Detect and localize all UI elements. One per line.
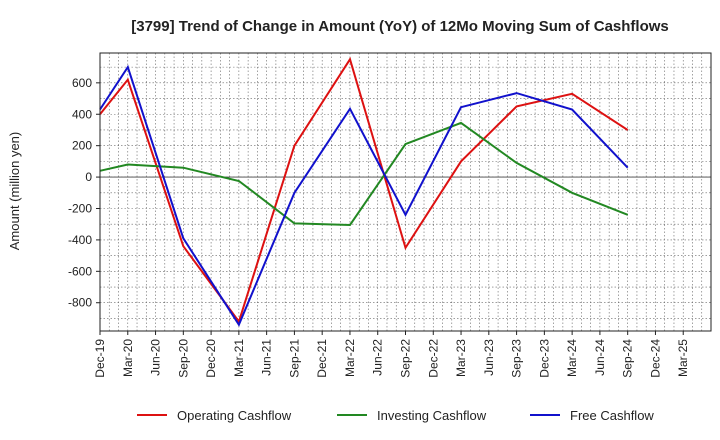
grid-layer	[99, 53, 712, 331]
x-tick-label: Jun-22	[371, 339, 385, 376]
y-tick-label: -400	[68, 233, 92, 247]
x-tick-label: Dec-20	[204, 339, 218, 378]
y-tick-label: -200	[68, 201, 92, 215]
x-tick-labels: Dec-19 Mar-20 Jun-20 Sep-20 Dec-20 Mar-21 Jun-…	[93, 331, 690, 378]
x-tick-label: Dec-23	[537, 339, 551, 378]
legend-label-operating-cashflow: Operating Cashflow	[177, 408, 292, 423]
legend-label-free-cashflow: Free Cashflow	[570, 408, 654, 423]
x-tick-label: Sep-24	[621, 339, 635, 378]
x-tick-label: Sep-21	[287, 339, 301, 378]
x-tick-label: Mar-24	[565, 339, 579, 377]
series-line-operating-cashflow	[99, 56, 629, 324]
plot-frame	[99, 52, 712, 332]
y-tick-label: -800	[68, 296, 92, 310]
x-tick-label: Mar-25	[676, 339, 690, 377]
series-layer	[99, 56, 629, 327]
x-tick-label: Mar-20	[121, 339, 135, 377]
y-tick-label: 600	[72, 76, 92, 90]
series-line-free-cashflow	[99, 64, 629, 327]
x-tick-label: Jun-23	[482, 339, 496, 376]
x-tick-label: Dec-24	[648, 339, 662, 378]
x-tick-label: Sep-20	[176, 339, 190, 378]
x-tick-label: Sep-22	[399, 339, 413, 378]
x-tick-label: Dec-21	[315, 339, 329, 378]
x-tick-label: Mar-23	[454, 339, 468, 377]
chart-title: [3799] Trend of Change in Amount (YoY) o…	[131, 18, 669, 35]
x-tick-label: Dec-22	[426, 339, 440, 378]
y-tick-label: 0	[85, 170, 92, 184]
y-tick-label: -600	[68, 264, 92, 278]
series-line-investing-cashflow	[99, 121, 629, 227]
x-tick-label: Sep-23	[510, 339, 524, 378]
legend: Operating Cashflow Investing Cashflow Free…	[137, 408, 654, 423]
x-tick-label: Mar-22	[343, 339, 357, 377]
plot-frame-layer	[99, 52, 712, 332]
x-tick-label: Jun-24	[593, 339, 607, 376]
y-tick-label: 400	[72, 107, 92, 121]
y-tick-labels: -800 -600 -400 -200 0 200 400 600	[68, 76, 100, 310]
x-tick-label: Jun-20	[149, 339, 163, 376]
y-axis-label: Amount (million yen)	[7, 132, 22, 251]
y-tick-label: 200	[72, 139, 92, 153]
x-tick-label: Dec-19	[93, 339, 107, 378]
x-tick-label: Mar-21	[232, 339, 246, 377]
x-tick-label: Jun-21	[260, 339, 274, 376]
legend-label-investing-cashflow: Investing Cashflow	[377, 408, 487, 423]
